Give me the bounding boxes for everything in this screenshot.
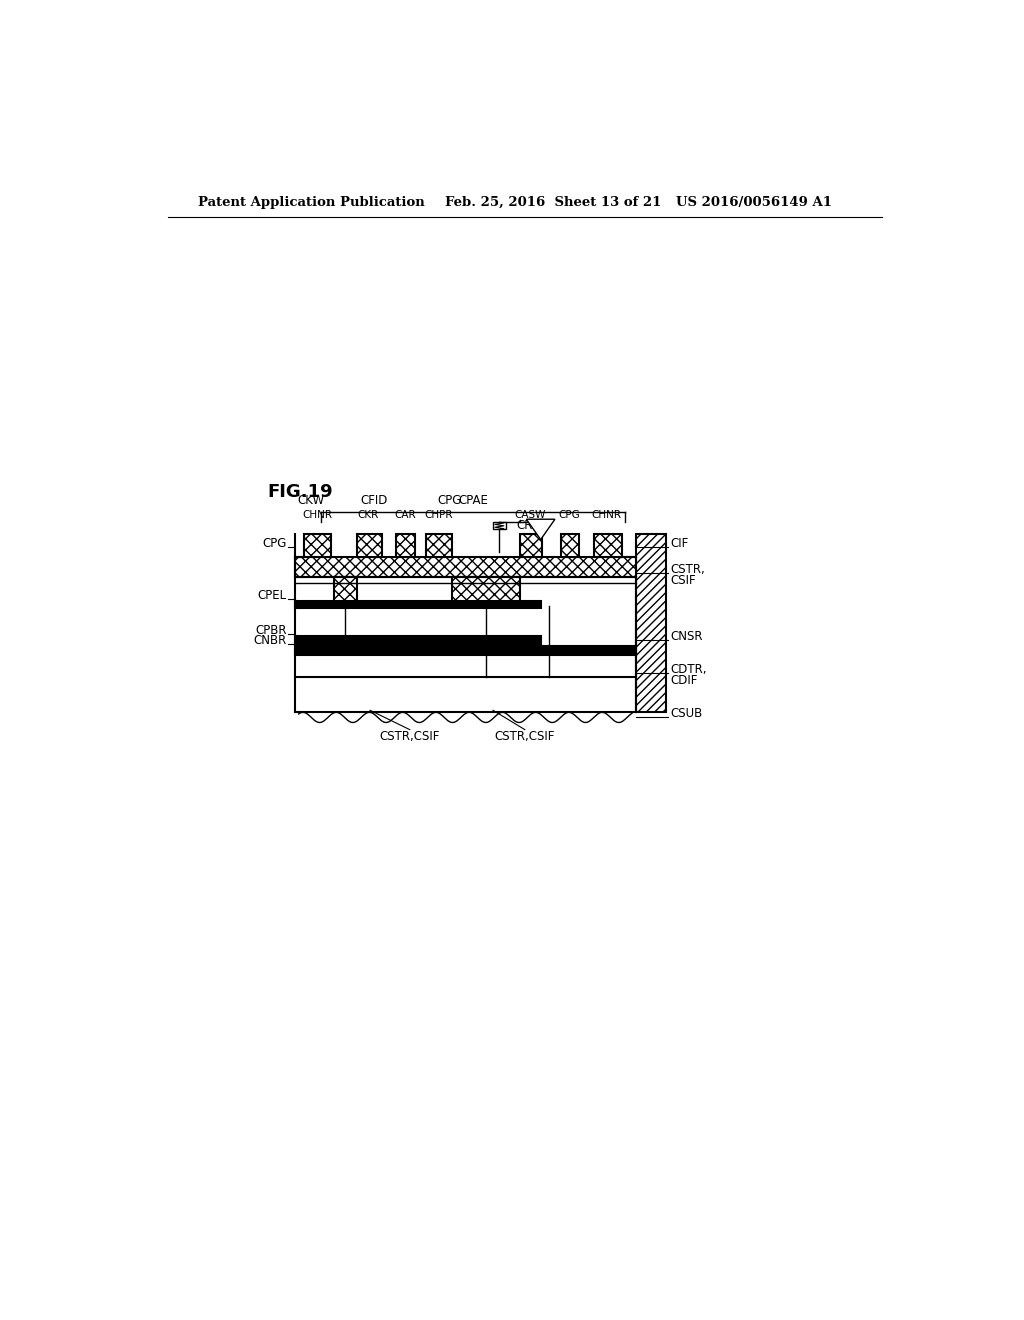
Text: CPG: CPG xyxy=(558,511,581,520)
Text: CSTR,CSIF: CSTR,CSIF xyxy=(495,730,555,743)
Bar xyxy=(426,535,452,557)
Bar xyxy=(295,636,541,644)
Text: CPG: CPG xyxy=(262,537,287,549)
Text: CSUB: CSUB xyxy=(670,708,702,721)
Text: CDTR,: CDTR, xyxy=(670,663,707,676)
Bar xyxy=(304,535,331,557)
Text: CSTR,: CSTR, xyxy=(670,564,705,576)
Text: CASW: CASW xyxy=(515,511,546,520)
FancyBboxPatch shape xyxy=(494,523,506,529)
Text: CSIF: CSIF xyxy=(670,574,695,587)
Text: CNBR: CNBR xyxy=(254,634,287,647)
Text: Feb. 25, 2016  Sheet 13 of 21: Feb. 25, 2016 Sheet 13 of 21 xyxy=(445,195,662,209)
Text: CFID: CFID xyxy=(360,494,388,507)
Text: CKW: CKW xyxy=(297,494,324,507)
Text: CIF: CIF xyxy=(670,537,688,549)
Bar xyxy=(295,601,541,607)
Bar xyxy=(295,557,636,577)
Text: CKR: CKR xyxy=(357,511,379,520)
Bar xyxy=(520,535,543,557)
Text: CDIF: CDIF xyxy=(670,675,697,686)
Bar xyxy=(636,535,666,713)
Bar xyxy=(334,577,356,606)
Text: US 2016/0056149 A1: US 2016/0056149 A1 xyxy=(676,195,831,209)
Text: CRE: CRE xyxy=(517,519,541,532)
Bar xyxy=(452,577,520,606)
Bar xyxy=(594,535,622,557)
Bar xyxy=(295,647,636,656)
Text: CPG: CPG xyxy=(437,494,462,507)
Bar xyxy=(356,535,382,557)
Text: CSTR,CSIF: CSTR,CSIF xyxy=(380,730,440,743)
Text: FIG.19: FIG.19 xyxy=(267,483,333,500)
Polygon shape xyxy=(526,519,555,540)
Bar xyxy=(396,535,416,557)
Text: CHNR: CHNR xyxy=(303,511,333,520)
Bar xyxy=(560,535,579,557)
Text: CHPR: CHPR xyxy=(424,511,453,520)
Text: CNSR: CNSR xyxy=(670,630,702,643)
Text: Patent Application Publication: Patent Application Publication xyxy=(198,195,425,209)
Text: CPBR: CPBR xyxy=(255,624,287,638)
Text: CAR: CAR xyxy=(394,511,416,520)
Text: CPAE: CPAE xyxy=(458,494,487,507)
Text: CHNR: CHNR xyxy=(592,511,622,520)
Text: CPEL: CPEL xyxy=(258,589,287,602)
